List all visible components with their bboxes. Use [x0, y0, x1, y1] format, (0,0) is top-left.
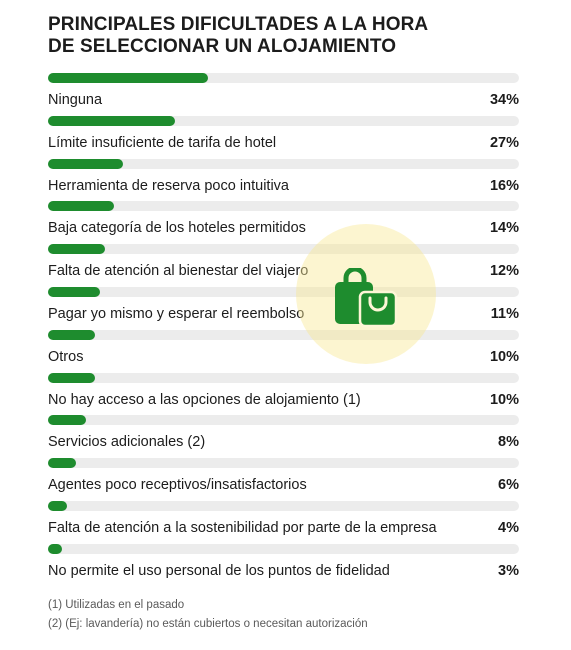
bar-label: No hay acceso a las opciones de alojamie…	[48, 391, 361, 408]
bar-row: Herramienta de reserva poco intuitiva 16%	[48, 158, 519, 194]
bar-label: Otros	[48, 348, 84, 365]
bar-row: Otros 10%	[48, 329, 519, 365]
bar-row: Pagar yo mismo y esperar el reembolso 11%	[48, 287, 519, 322]
bar-value-label: 12%	[489, 263, 519, 280]
bar-value-label: 8%	[498, 434, 519, 451]
bar-label: Servicios adicionales (2)	[48, 434, 206, 451]
bar-track	[48, 372, 519, 383]
bar-label: Agentes poco receptivos/insatisfactorios	[48, 477, 307, 494]
bar-row: Ninguna 34%	[48, 73, 519, 108]
bar-label: Pagar yo mismo y esperar el reembolso	[48, 306, 305, 322]
bar-value-label: 10%	[489, 391, 519, 408]
bar	[48, 115, 176, 126]
bar-label: Baja categoría de los hoteles permitidos	[48, 220, 306, 237]
bar-track	[48, 543, 519, 554]
bar-track	[48, 415, 519, 426]
bar-row: Falta de atención a la sostenibilidad po…	[48, 501, 519, 536]
bar	[48, 158, 124, 169]
bar-track	[48, 458, 519, 469]
bar-track	[48, 501, 519, 511]
bar-value-label: 16%	[489, 177, 519, 194]
bar-track	[48, 201, 519, 212]
bar-value-label: 10%	[489, 348, 519, 365]
chart-title: PRINCIPALES DIFICULTADES A LA HORA DE SE…	[48, 14, 488, 58]
bar-value-label: 4%	[498, 520, 519, 536]
bar-track	[48, 73, 519, 83]
bar	[48, 543, 63, 554]
bar	[48, 73, 209, 83]
bar	[48, 458, 77, 469]
bar	[48, 287, 100, 297]
bar-row: Servicios adicionales (2) 8%	[48, 415, 519, 450]
footnote-1: (1) Utilizadas en el pasado	[48, 599, 185, 611]
bar-label: Falta de atención al bienestar del viaje…	[48, 263, 309, 280]
bar-label: No permite el uso personal de los puntos…	[48, 562, 390, 579]
bar-row: No permite el uso personal de los puntos…	[48, 543, 519, 579]
bar-label: Ninguna	[48, 92, 103, 108]
bar-row: No hay acceso a las opciones de alojamie…	[48, 372, 519, 408]
bar-row: Baja categoría de los hoteles permitidos…	[48, 201, 519, 236]
bar-value-label: 14%	[489, 220, 519, 237]
bar-track	[48, 115, 519, 126]
bar	[48, 201, 114, 212]
bar-label: Falta de atención a la sostenibilidad po…	[48, 520, 437, 536]
bar-track	[48, 158, 519, 169]
chart-title-line-2: DE SELECCIONAR UN ALOJAMIENTO	[48, 36, 397, 57]
bar-value-label: 3%	[498, 562, 519, 579]
bar-row: Agentes poco receptivos/insatisfactorios…	[48, 458, 519, 493]
bar	[48, 501, 67, 511]
bar	[48, 415, 86, 426]
bar-value-label: 27%	[489, 134, 519, 151]
bar	[48, 372, 96, 383]
bar-value-label: 11%	[490, 306, 519, 322]
bar-track	[48, 329, 519, 340]
bar-value-label: 6%	[498, 477, 519, 494]
chart-title-line-1: PRINCIPALES DIFICULTADES A LA HORA	[48, 14, 429, 35]
bar-track	[48, 287, 519, 297]
bar-label: Herramienta de reserva poco intuitiva	[48, 177, 289, 194]
bar	[48, 329, 96, 340]
bar-row: Límite insuficiente de tarifa de hotel 27…	[48, 115, 519, 151]
bar	[48, 244, 105, 255]
bar-label: Límite insuficiente de tarifa de hotel	[48, 134, 277, 151]
bar-track	[48, 244, 519, 255]
bar-value-label: 34%	[489, 92, 519, 108]
footnote-2: (2) (Ej: lavandería) no están cubiertos …	[48, 618, 368, 630]
bar-row: Falta de atención al bienestar del viaje…	[48, 244, 519, 279]
